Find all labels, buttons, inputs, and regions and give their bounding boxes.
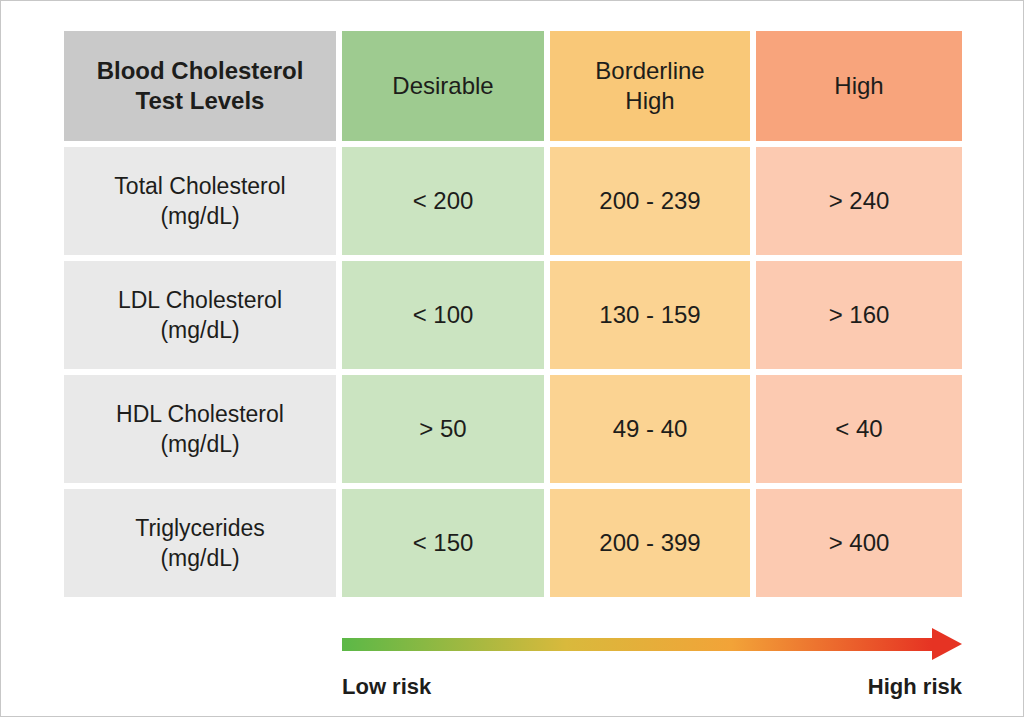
low-risk-label: Low risk — [342, 674, 431, 700]
infographic-canvas: Blood Cholesterol Test Levels Desirable … — [0, 0, 1024, 717]
arrowhead-icon — [932, 628, 962, 660]
cell-value: < 200 — [413, 186, 474, 216]
row-label-ldl-cholesterol: LDL Cholesterol (mg/dL) — [64, 261, 336, 369]
cell-ldl-desirable: < 100 — [342, 261, 544, 369]
cell-ldl-borderline: 130 - 159 — [550, 261, 750, 369]
cell-trig-borderline: 200 - 399 — [550, 489, 750, 597]
test-unit: (mg/dL) — [160, 315, 239, 345]
row-label-hdl-cholesterol: HDL Cholesterol (mg/dL) — [64, 375, 336, 483]
cholesterol-table: Blood Cholesterol Test Levels Desirable … — [64, 31, 962, 597]
risk-labels: Low risk High risk — [342, 674, 962, 700]
cell-total-high: > 240 — [756, 147, 962, 255]
column-header-desirable: Desirable — [342, 31, 544, 141]
risk-scale: Low risk High risk — [64, 628, 962, 700]
cell-value: 200 - 239 — [599, 186, 700, 216]
cell-trig-desirable: < 150 — [342, 489, 544, 597]
cell-value: > 240 — [829, 186, 890, 216]
table-title-cell: Blood Cholesterol Test Levels — [64, 31, 336, 141]
cell-value: > 50 — [419, 414, 466, 444]
cell-total-borderline: 200 - 239 — [550, 147, 750, 255]
column-header-label: Borderline High — [585, 56, 715, 116]
column-header-label: Desirable — [392, 71, 493, 101]
table-title: Blood Cholesterol Test Levels — [85, 56, 315, 116]
column-header-borderline-high: Borderline High — [550, 31, 750, 141]
column-header-high: High — [756, 31, 962, 141]
cell-value: 130 - 159 — [599, 300, 700, 330]
row-label-triglycerides: Triglycerides (mg/dL) — [64, 489, 336, 597]
cell-trig-high: > 400 — [756, 489, 962, 597]
cell-value: < 40 — [835, 414, 882, 444]
high-risk-label: High risk — [868, 674, 962, 700]
cell-value: > 400 — [829, 528, 890, 558]
cell-ldl-high: > 160 — [756, 261, 962, 369]
risk-gradient-arrow-icon — [342, 628, 962, 660]
cell-value: > 160 — [829, 300, 890, 330]
test-unit: (mg/dL) — [160, 201, 239, 231]
column-header-label: High — [834, 71, 883, 101]
cell-value: < 100 — [413, 300, 474, 330]
cell-value: < 150 — [413, 528, 474, 558]
row-label-total-cholesterol: Total Cholesterol (mg/dL) — [64, 147, 336, 255]
cell-total-desirable: < 200 — [342, 147, 544, 255]
cell-value: 200 - 399 — [599, 528, 700, 558]
test-name: Triglycerides — [135, 513, 265, 543]
cell-value: 49 - 40 — [613, 414, 688, 444]
cell-hdl-borderline: 49 - 40 — [550, 375, 750, 483]
test-name: HDL Cholesterol — [116, 399, 284, 429]
cell-hdl-high: < 40 — [756, 375, 962, 483]
test-name: Total Cholesterol — [114, 171, 285, 201]
gradient-bar — [342, 638, 932, 651]
test-unit: (mg/dL) — [160, 543, 239, 573]
test-unit: (mg/dL) — [160, 429, 239, 459]
cell-hdl-desirable: > 50 — [342, 375, 544, 483]
test-name: LDL Cholesterol — [118, 285, 282, 315]
